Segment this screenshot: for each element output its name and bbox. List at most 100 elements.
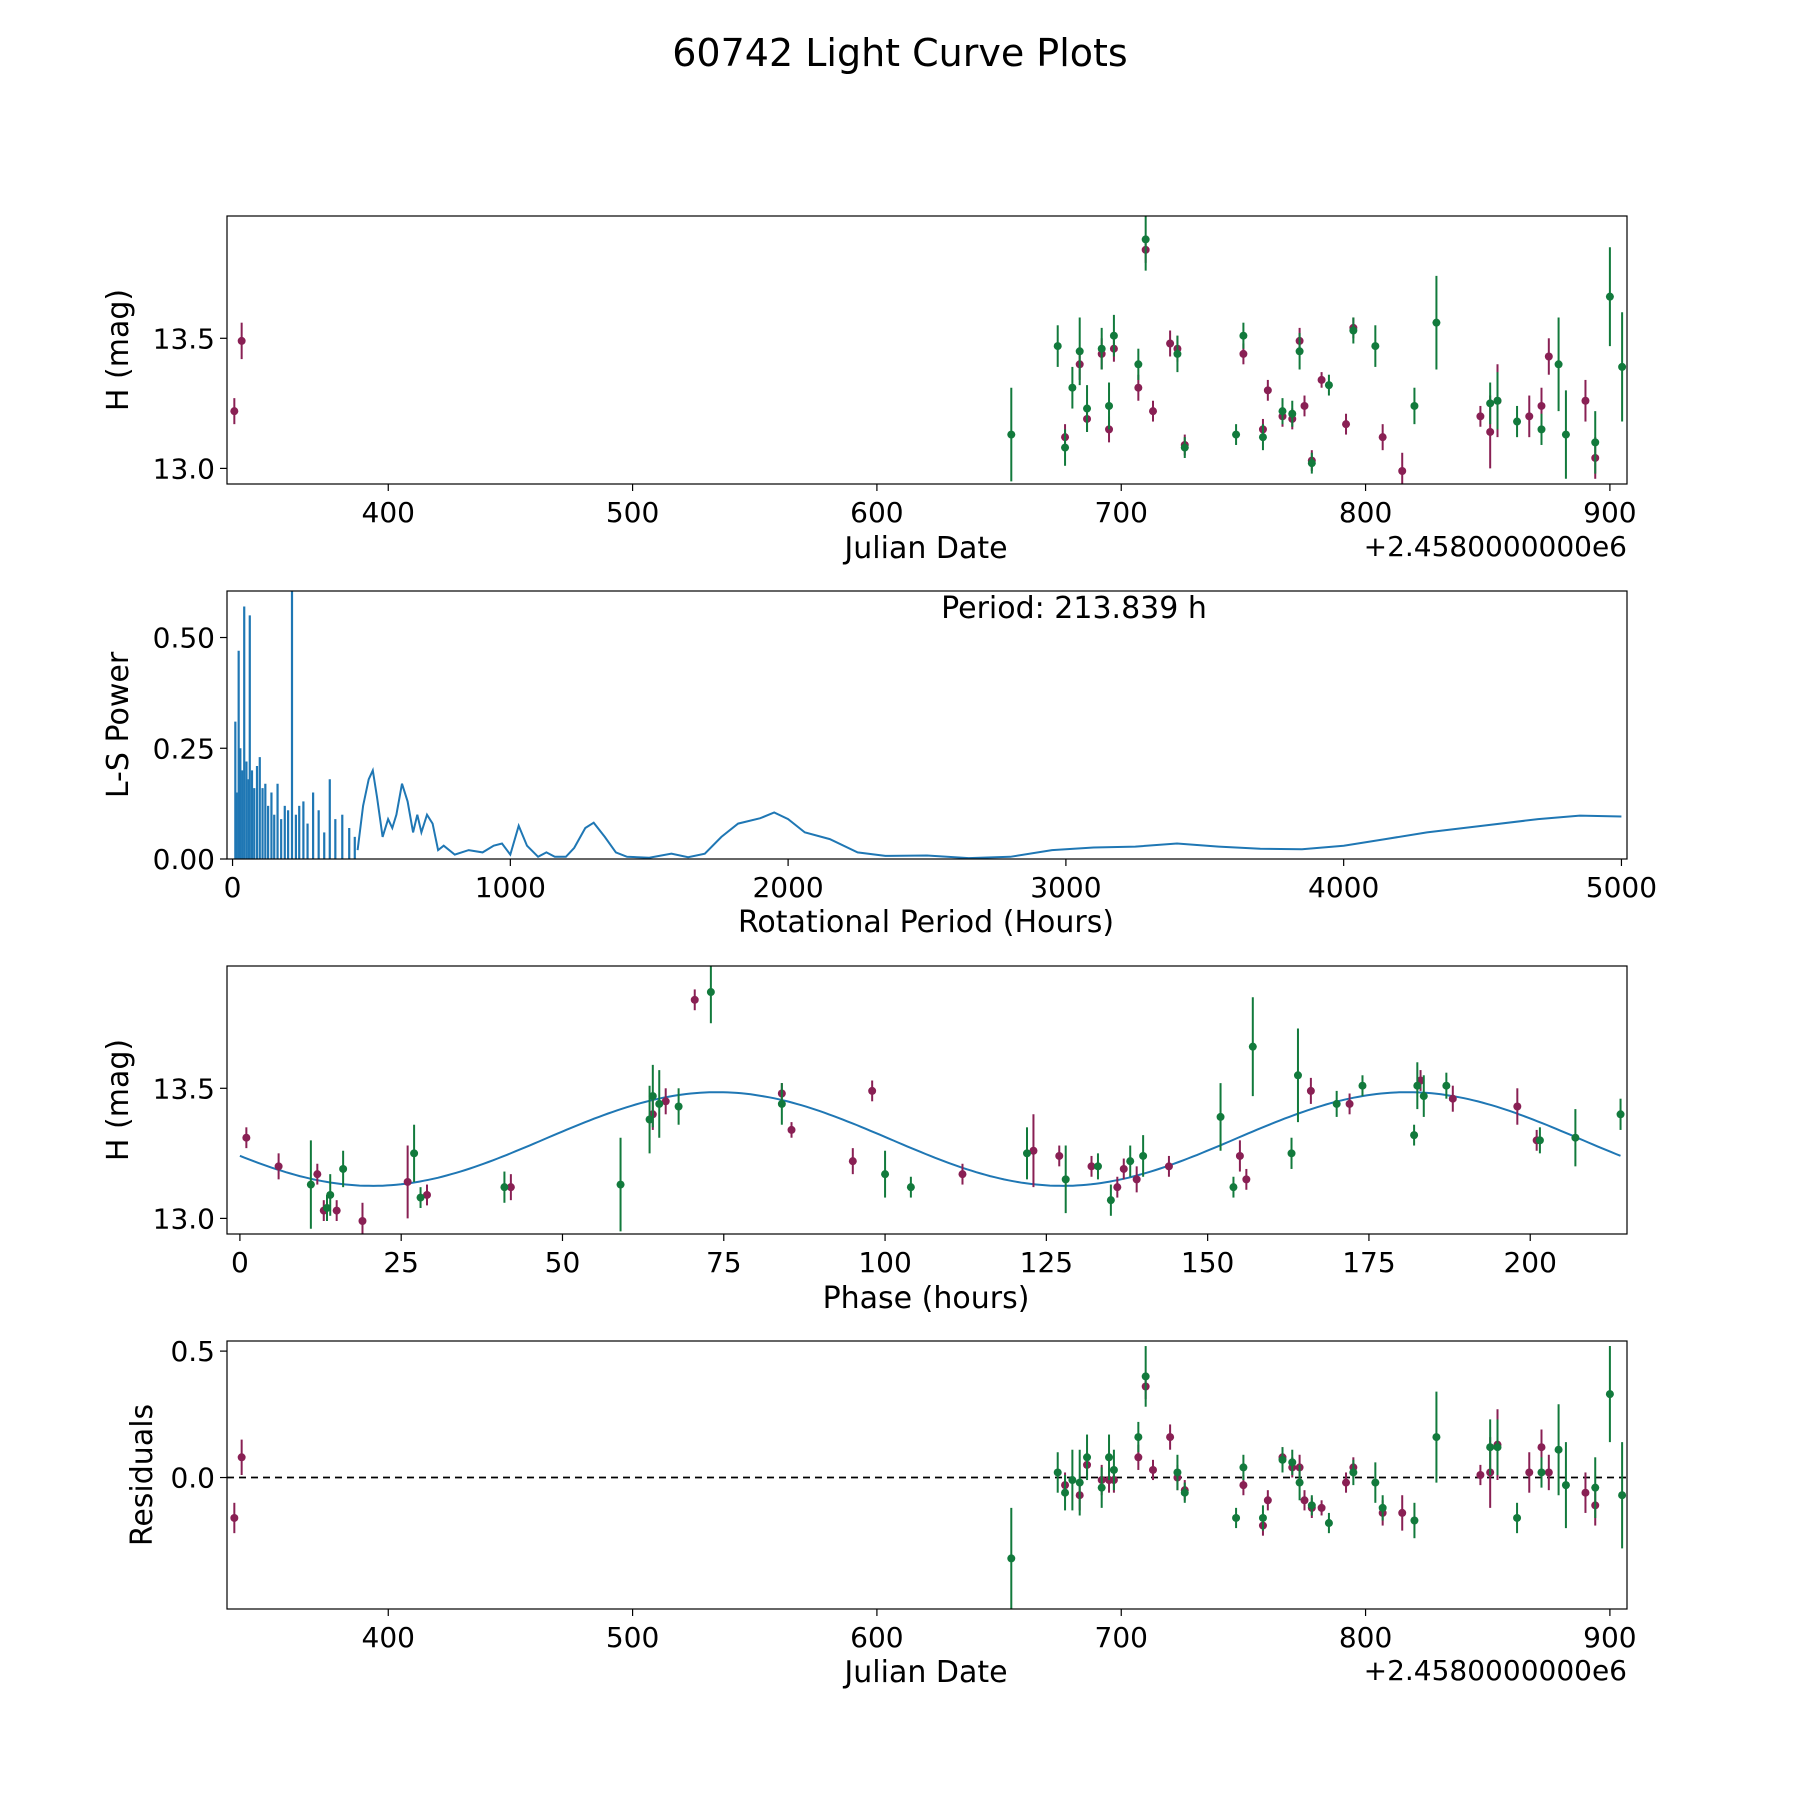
residuals-primary-point	[1342, 1478, 1351, 1487]
periodogram-frame	[226, 590, 1628, 860]
residuals-plot-area	[227, 1346, 1627, 1609]
periodogram-panel: 0 1000 2000 3000 4000 5000 0.00 0.25 0.50 Period…	[101, 590, 1657, 940]
phased-primary-point	[1055, 1151, 1064, 1160]
lightcurve-primary-point	[1544, 352, 1553, 361]
residuals-primary-point	[1166, 1433, 1175, 1442]
phased-primary-point	[848, 1157, 857, 1166]
phased-secondary-point	[326, 1190, 335, 1199]
phased-secondary-point	[1287, 1149, 1296, 1158]
phased-primary-point	[1164, 1162, 1173, 1171]
residuals-secondary-point	[1232, 1513, 1241, 1522]
lightcurve-secondary-point	[1068, 383, 1077, 392]
lightcurve-secondary-point	[1239, 331, 1248, 340]
lightcurve-secondary-point	[1141, 235, 1150, 244]
phased-secondary-point	[645, 1115, 654, 1124]
periodogram-xtick-label: 5000	[1586, 871, 1657, 904]
phased-primary-point	[358, 1216, 367, 1225]
lightcurve-secondary-point	[1075, 347, 1084, 356]
phased-primary-point	[1087, 1162, 1096, 1171]
residuals-ytick-label: 0.0	[170, 1462, 215, 1495]
lightcurve-secondary-point	[1007, 430, 1016, 439]
phased-panel: 0 25 50 75 100 125 150 175 200 13.0 13.5 Phase (ho…	[101, 965, 1628, 1316]
lightcurve-primary-point	[1149, 407, 1158, 416]
phased-primary-point	[506, 1183, 515, 1192]
residuals-primary-point	[1149, 1465, 1158, 1474]
lightcurve-secondary-point	[1618, 362, 1627, 371]
phased-secondary-point	[1139, 1151, 1148, 1160]
lightcurve-xtick-label: 400	[362, 496, 415, 529]
residuals-secondary-point	[1324, 1519, 1333, 1528]
phased-primary-point	[1235, 1151, 1244, 1160]
lightcurve-ytick-label: 13.5	[153, 322, 215, 355]
phased-secondary-point	[881, 1170, 890, 1179]
residuals-primary-point	[1537, 1443, 1546, 1452]
residuals-secondary-point	[1295, 1478, 1304, 1487]
lightcurve-secondary-point	[1486, 399, 1495, 408]
periodogram-ytick-label: 0.50	[153, 622, 215, 655]
residuals-primary-point	[1525, 1468, 1534, 1477]
residuals-secondary-point	[1537, 1468, 1546, 1477]
phased-secondary-point	[1410, 1131, 1419, 1140]
phased-marks	[239, 966, 1625, 1234]
residuals-secondary-point	[1134, 1433, 1143, 1442]
lightcurve-secondary-point	[1554, 360, 1563, 369]
residuals-secondary-point	[1007, 1554, 1016, 1563]
lightcurve-primary-point	[1378, 433, 1387, 442]
lightcurve-marks	[230, 216, 1627, 484]
residuals-primary-point	[1544, 1468, 1553, 1477]
phased-primary-point	[313, 1170, 322, 1179]
residuals-primary-point	[1398, 1508, 1407, 1517]
phased-secondary-point	[1616, 1110, 1625, 1119]
residuals-primary-point	[1239, 1481, 1248, 1490]
residuals-xtick-label: 700	[1095, 1621, 1148, 1654]
lightcurve-primary-point	[1476, 412, 1485, 421]
lightcurve-primary-point	[1134, 383, 1143, 392]
residuals-secondary-point	[1288, 1458, 1297, 1467]
periodogram-ylabel: L-S Power	[101, 651, 136, 798]
periodogram-curve	[356, 766, 1622, 859]
lightcurve-primary-point	[1525, 412, 1534, 421]
phased-xtick-label: 150	[1181, 1246, 1234, 1279]
phased-ylabel: H (mag)	[101, 1039, 136, 1161]
phased-primary-point	[661, 1097, 670, 1106]
lightcurve-secondary-point	[1105, 401, 1114, 410]
lightcurve-primary-point	[237, 336, 246, 345]
phased-primary-point	[1132, 1175, 1141, 1184]
lightcurve-secondary-point	[1561, 430, 1570, 439]
phased-secondary-point	[648, 1092, 657, 1101]
residuals-secondary-point	[1432, 1433, 1441, 1442]
lightcurve-secondary-point	[1109, 331, 1118, 340]
phased-primary-point	[1306, 1086, 1315, 1095]
phased-xtick-label: 0	[231, 1246, 249, 1279]
figure-title: 60742 Light Curve Plots	[672, 31, 1127, 75]
residuals-primary-point	[1134, 1453, 1143, 1462]
lightcurve-xlabel: Julian Date	[842, 531, 1007, 566]
residuals-secondary-point	[1068, 1476, 1077, 1485]
residuals-secondary-point	[1591, 1483, 1600, 1492]
residuals-secondary-point	[1371, 1478, 1380, 1487]
lightcurve-xtick-label: 800	[1339, 496, 1392, 529]
phased-primary-point	[423, 1190, 431, 1199]
phased-primary-point	[868, 1086, 877, 1095]
phased-secondary-point	[1293, 1071, 1302, 1080]
residuals-secondary-point	[1410, 1516, 1419, 1525]
residuals-xtick-label: 500	[606, 1621, 659, 1654]
lightcurve-xtick-label: 700	[1095, 496, 1148, 529]
lightcurve-secondary-point	[1410, 401, 1419, 410]
phased-secondary-point	[616, 1180, 625, 1189]
residuals-secondary-point	[1349, 1468, 1358, 1477]
phased-xtick-label: 100	[858, 1246, 911, 1279]
residuals-secondary-point	[1075, 1478, 1084, 1487]
residuals-ylabel: Residuals	[125, 1404, 160, 1546]
residuals-secondary-point	[1307, 1501, 1316, 1510]
lightcurve-secondary-point	[1349, 326, 1358, 335]
residuals-secondary-point	[1180, 1488, 1189, 1497]
residuals-secondary-point	[1097, 1483, 1106, 1492]
residuals-secondary-point	[1561, 1481, 1570, 1490]
residuals-secondary-point	[1278, 1455, 1287, 1464]
lightcurve-secondary-point	[1493, 396, 1502, 405]
residuals-secondary-point	[1486, 1443, 1495, 1452]
residuals-secondary-point	[1053, 1468, 1062, 1477]
periodogram-ytick-label: 0.25	[153, 732, 215, 765]
